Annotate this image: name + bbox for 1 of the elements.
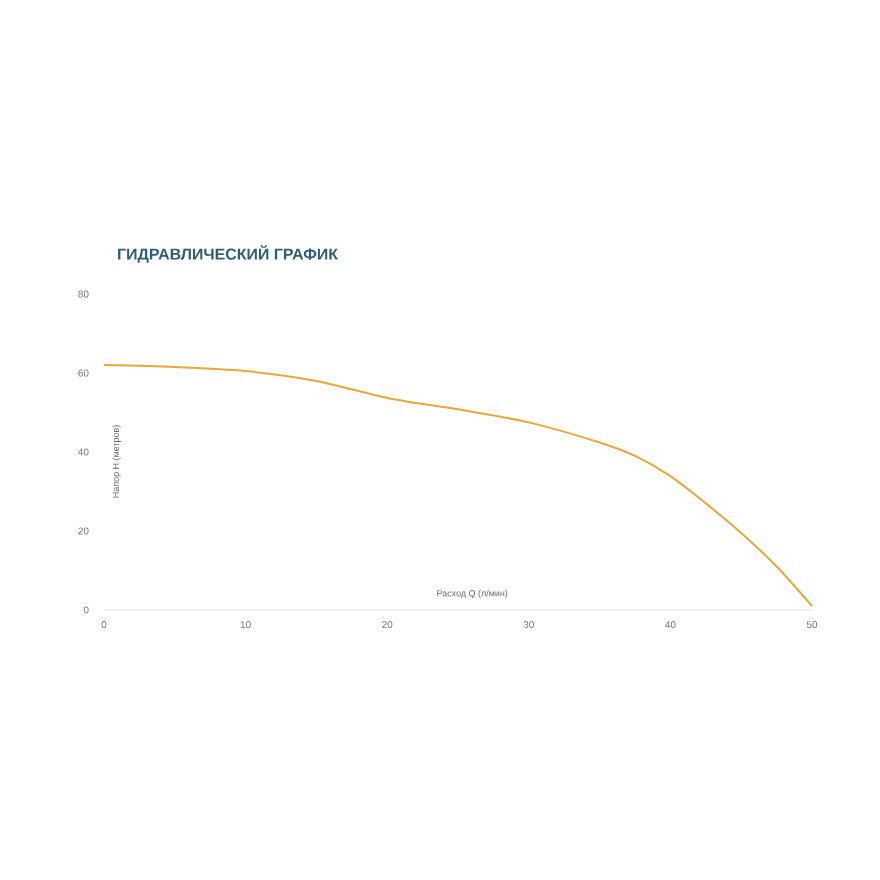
line-series [103,364,813,608]
